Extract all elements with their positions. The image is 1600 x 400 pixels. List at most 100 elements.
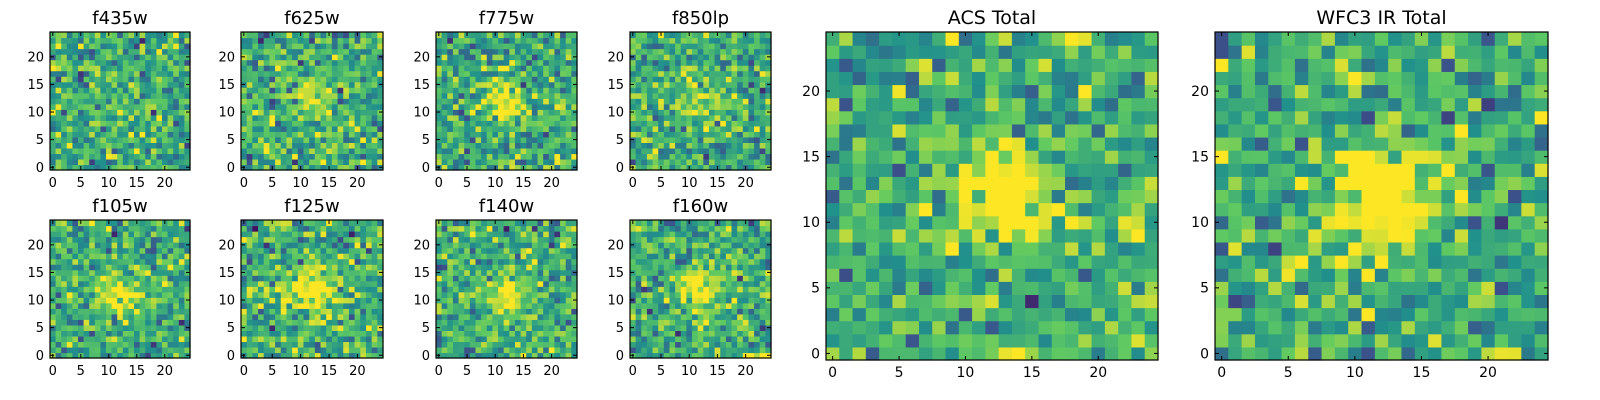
heatmap-cell <box>156 226 162 232</box>
heatmap-cell <box>436 38 442 44</box>
heatmap-cell <box>264 120 270 126</box>
heatmap-cell <box>321 93 327 99</box>
heatmap-cell <box>338 148 344 154</box>
heatmap-cell <box>554 220 560 226</box>
heatmap-cell <box>509 264 515 270</box>
heatmap-cell <box>726 142 732 148</box>
heatmap-cell <box>526 32 532 38</box>
heatmap-cell <box>100 159 106 165</box>
heatmap-cell <box>475 248 481 254</box>
heatmap-cell <box>134 60 140 66</box>
heatmap-cell <box>526 231 532 237</box>
heatmap-cell <box>326 49 332 55</box>
heatmap-cell <box>481 286 487 292</box>
heatmap-cell <box>123 270 129 276</box>
heatmap-cell <box>737 297 743 303</box>
heatmap-cell <box>509 336 515 342</box>
heatmap-cell <box>247 98 253 104</box>
heatmap-cell <box>436 281 442 287</box>
heatmap-cell <box>538 109 544 115</box>
heatmap-cell <box>515 336 521 342</box>
heatmap-cell <box>521 126 527 132</box>
y-tick-label: 20 <box>607 50 624 65</box>
heatmap-cell <box>526 43 532 49</box>
heatmap-cell <box>653 159 659 165</box>
heatmap-cell <box>538 253 544 259</box>
heatmap-cell <box>117 60 123 66</box>
heatmap-cell <box>117 237 123 243</box>
heatmap-cell <box>372 71 378 77</box>
heatmap-cell <box>481 248 487 254</box>
heatmap-cell <box>554 248 560 254</box>
heatmap-cell <box>360 347 366 353</box>
heatmap-cell <box>95 126 101 132</box>
heatmap-cell <box>492 71 498 77</box>
heatmap-cell <box>669 303 675 309</box>
heatmap-cell <box>179 226 185 232</box>
heatmap-cell <box>343 303 349 309</box>
heatmap-cell <box>470 314 476 320</box>
heatmap-cell <box>258 159 264 165</box>
heatmap-cell <box>179 292 185 298</box>
heatmap-cell <box>686 137 692 143</box>
heatmap-cell <box>89 82 95 88</box>
heatmap-cell <box>732 330 738 336</box>
heatmap-cell <box>743 275 749 281</box>
y-tick-label: 15 <box>27 78 44 93</box>
heatmap-cell <box>303 43 309 49</box>
heatmap-cell <box>492 60 498 66</box>
heatmap-cell <box>754 275 760 281</box>
heatmap-cell <box>566 314 572 320</box>
heatmap-cell <box>504 137 510 143</box>
heatmap-cell <box>128 281 134 287</box>
heatmap-cell <box>453 54 459 60</box>
heatmap-cell <box>50 231 56 237</box>
heatmap-cell <box>252 131 258 137</box>
heatmap-cell <box>464 43 470 49</box>
heatmap-cell <box>123 153 129 159</box>
heatmap-cell <box>326 159 332 165</box>
heatmap-cell <box>487 153 493 159</box>
heatmap-cell <box>686 98 692 104</box>
heatmap-cell <box>321 303 327 309</box>
heatmap-cell <box>72 319 78 325</box>
heatmap-cell <box>686 82 692 88</box>
heatmap-cell <box>156 32 162 38</box>
heatmap-cell <box>106 336 112 342</box>
heatmap-cell <box>156 292 162 298</box>
heatmap-cell <box>498 43 504 49</box>
heatmap-cell <box>681 87 687 93</box>
heatmap-cell <box>264 275 270 281</box>
heatmap-cell <box>436 253 442 259</box>
heatmap-cell <box>112 120 118 126</box>
heatmap-cell <box>543 297 549 303</box>
heatmap-cell <box>681 98 687 104</box>
heatmap-cell <box>754 82 760 88</box>
heatmap-cell <box>343 248 349 254</box>
heatmap-cell <box>698 65 704 71</box>
heatmap-cell <box>453 76 459 82</box>
heatmap-cell <box>669 270 675 276</box>
heatmap-cell <box>61 292 67 298</box>
heatmap-cell <box>123 32 129 38</box>
heatmap-cell <box>156 248 162 254</box>
heatmap-cell <box>492 153 498 159</box>
heatmap-cell <box>543 126 549 132</box>
heatmap-cell <box>459 248 465 254</box>
heatmap-cell <box>715 153 721 159</box>
heatmap-cell <box>258 76 264 82</box>
heatmap-cell <box>134 120 140 126</box>
heatmap-cell <box>487 237 493 243</box>
heatmap-cell <box>258 65 264 71</box>
heatmap-cell <box>509 314 515 320</box>
heatmap-cell <box>515 71 521 77</box>
heatmap-cell <box>252 231 258 237</box>
heatmap-cell <box>543 148 549 154</box>
heatmap-cell <box>470 220 476 226</box>
heatmap-cell <box>360 159 366 165</box>
heatmap-cell <box>698 319 704 325</box>
heatmap-cell <box>630 281 636 287</box>
heatmap-cell <box>179 242 185 248</box>
heatmap-cell <box>123 248 129 254</box>
heatmap-cell <box>332 98 338 104</box>
